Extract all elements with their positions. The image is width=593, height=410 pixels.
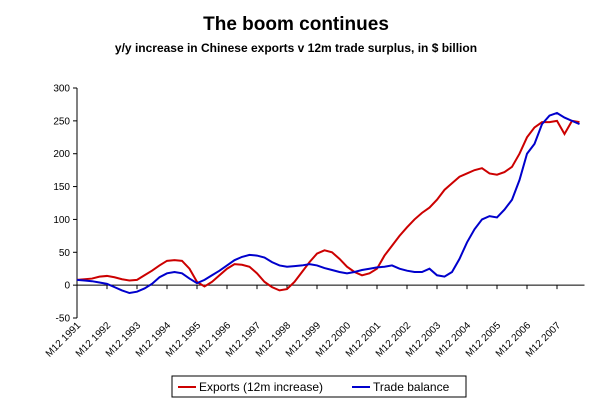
legend-label: Exports (12m increase) xyxy=(199,380,323,394)
y-tick-label: 150 xyxy=(53,182,70,193)
chart-subtitle: y/y increase in Chinese exports v 12m tr… xyxy=(115,41,477,55)
legend-box xyxy=(171,375,467,398)
y-tick-label: -50 xyxy=(56,314,71,325)
chart-title: The boom continues xyxy=(203,14,389,35)
y-tick-label: 200 xyxy=(53,149,70,160)
series-line xyxy=(76,111,580,295)
legend-label: Trade balance xyxy=(373,380,450,394)
y-tick-label: 50 xyxy=(59,248,71,259)
y-tick-label: 100 xyxy=(53,215,70,226)
y-tick-label: 300 xyxy=(53,84,70,95)
y-tick-label: 0 xyxy=(64,281,70,292)
series-line xyxy=(76,119,580,292)
y-tick-label: 250 xyxy=(53,116,70,127)
